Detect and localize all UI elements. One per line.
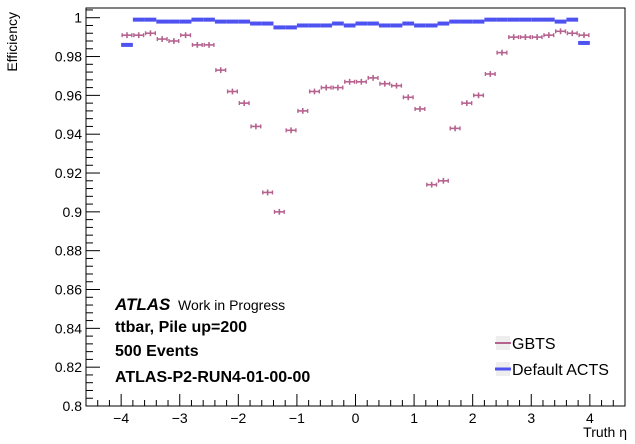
y-tick-label: 0.86	[55, 282, 82, 298]
y-tick-label: 0.82	[55, 359, 82, 375]
x-axis-ticks: −4 −3 −2 −1 0 1 2 3 4	[97, 394, 626, 426]
x-tick-label: 0	[352, 410, 360, 426]
data-point	[168, 38, 180, 44]
data-point	[262, 189, 274, 196]
y-tick-label: 0.92	[55, 165, 82, 181]
y-tick-label: 0.8	[63, 398, 83, 414]
data-series	[121, 17, 590, 215]
x-tick-label: 2	[469, 410, 477, 426]
data-point	[379, 80, 391, 87]
atlas-label: ATLAS	[114, 295, 171, 314]
data-point	[133, 32, 145, 39]
data-point	[367, 74, 379, 81]
data-point	[215, 67, 227, 74]
y-tick-label: 0.84	[55, 320, 82, 336]
legend-label-gbts: GBTS	[512, 336, 556, 353]
data-point	[426, 181, 438, 188]
x-tick-label: 1	[410, 410, 418, 426]
data-point	[461, 100, 473, 107]
legend: GBTS Default ACTS	[495, 336, 609, 379]
data-point	[484, 71, 496, 77]
data-point	[449, 125, 461, 132]
x-tick-label: −3	[172, 410, 188, 426]
data-point	[344, 78, 356, 85]
data-point	[519, 34, 531, 41]
data-point	[308, 88, 321, 95]
data-point	[156, 36, 168, 42]
data-point	[543, 32, 555, 39]
data-point	[226, 88, 239, 95]
y-axis-ticks: 0.8 0.82 0.84 0.86 0.88 0.9 0.92 0.94 0.96 0.98 1	[55, 9, 100, 414]
data-point	[121, 32, 133, 39]
x-tick-label: 3	[527, 410, 535, 426]
data-point	[566, 30, 578, 37]
series-gbts	[121, 28, 590, 215]
data-point	[472, 92, 485, 99]
data-point	[437, 177, 449, 184]
data-point	[144, 30, 157, 37]
y-tick-label: 0.9	[63, 204, 83, 220]
data-point	[250, 123, 262, 130]
geometry-label: ATLAS-P2-RUN4-01-00-00	[115, 369, 310, 386]
data-point	[203, 41, 215, 48]
data-point	[297, 107, 309, 114]
data-point	[414, 106, 426, 112]
y-tick-label: 0.98	[55, 49, 82, 65]
x-tick-label: 4	[586, 410, 594, 426]
status-label: Work in Progress	[178, 297, 285, 313]
data-point	[332, 84, 344, 91]
y-axis-title: Efficiency	[4, 12, 20, 72]
series-default-acts	[121, 17, 590, 47]
x-tick-label: −1	[289, 410, 305, 426]
x-axis-title: Truth η	[583, 424, 627, 440]
y-tick-label: 0.94	[55, 126, 82, 142]
x-tick-label: −4	[113, 410, 129, 426]
data-point	[554, 28, 567, 35]
data-point	[320, 84, 332, 91]
events-label: 500 Events	[115, 343, 199, 360]
legend-label-acts: Default ACTS	[512, 362, 609, 379]
x-tick-label: −2	[230, 410, 246, 426]
data-point	[191, 41, 203, 48]
y-tick-label: 0.96	[55, 87, 82, 103]
data-point	[531, 34, 543, 41]
y-tick-label: 0.88	[55, 243, 82, 259]
data-point	[238, 100, 250, 107]
data-point	[402, 94, 414, 101]
data-point	[273, 208, 285, 215]
data-point	[508, 34, 520, 41]
data-point	[390, 82, 403, 89]
sample-label: ttbar, Pile up=200	[115, 319, 247, 336]
annotation-block: ATLAS Work in Progress ttbar, Pile up=20…	[114, 295, 310, 386]
y-tick-label: 1	[74, 10, 82, 26]
data-point	[355, 78, 367, 85]
data-point	[285, 127, 297, 134]
data-point	[496, 49, 508, 56]
data-point	[180, 32, 192, 39]
data-point	[578, 32, 590, 39]
